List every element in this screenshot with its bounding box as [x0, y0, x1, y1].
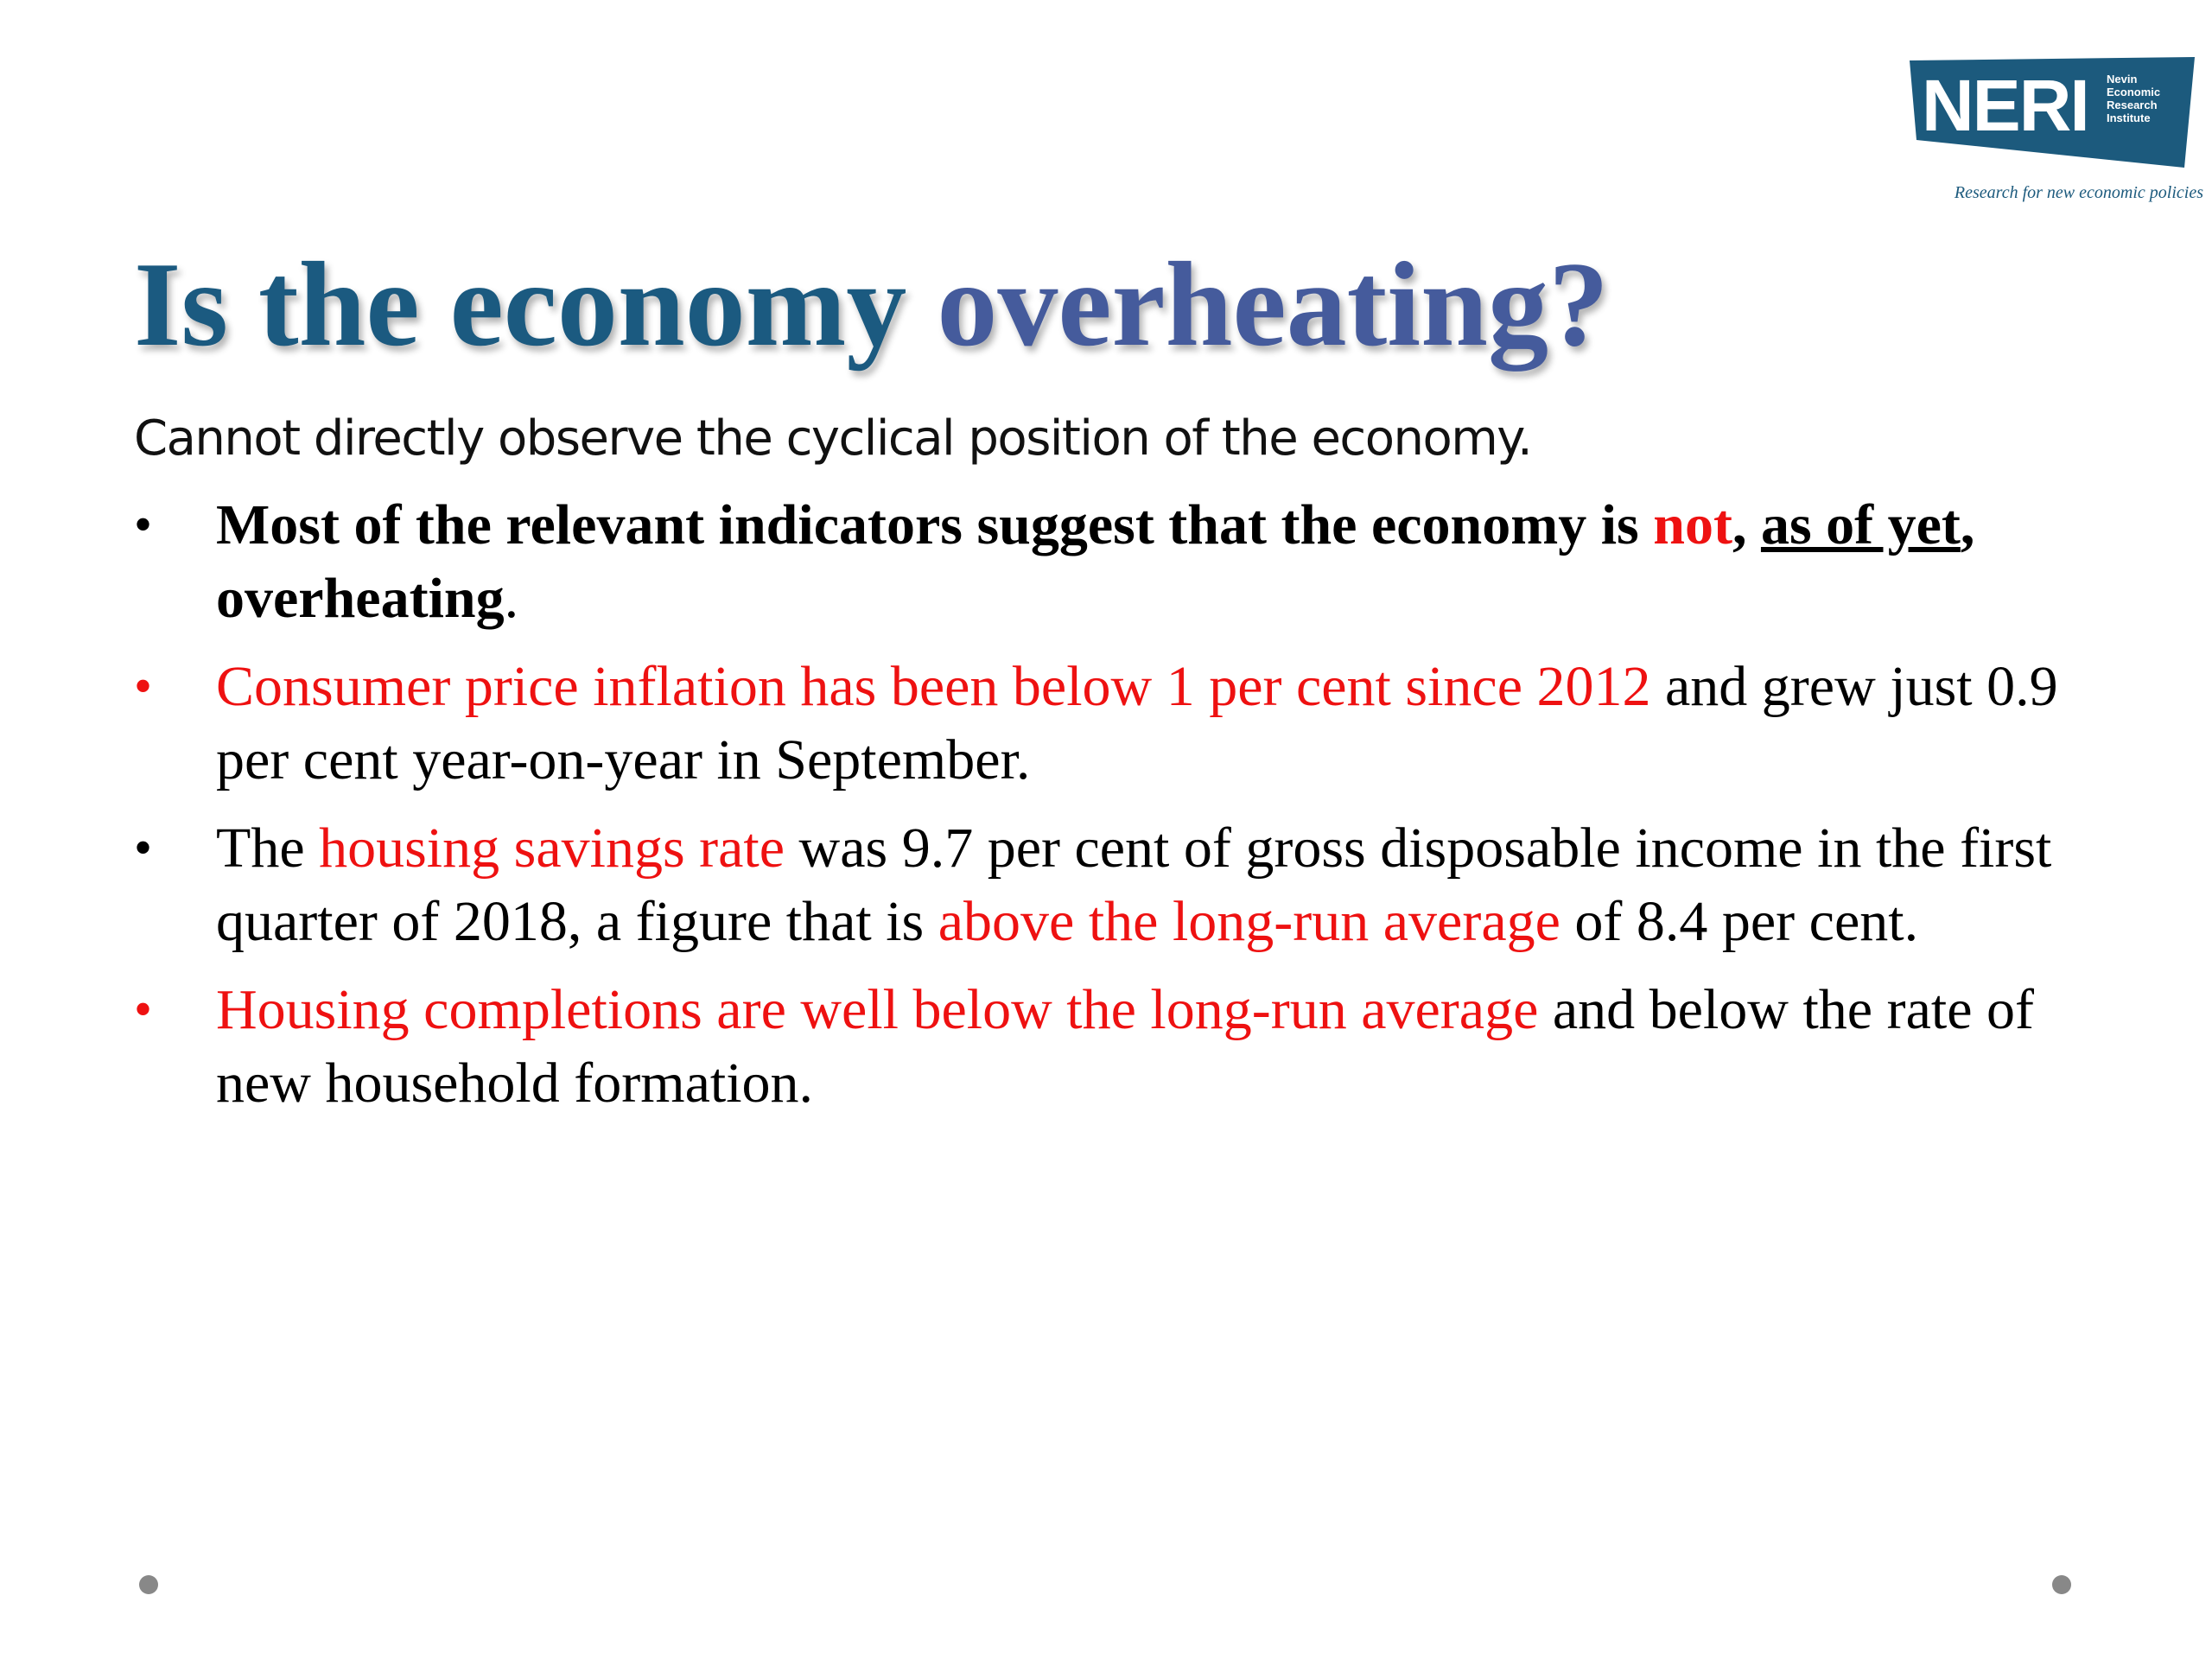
bullet-text-segment: as of yet — [1760, 493, 1961, 556]
title-part-2: overheating? — [937, 238, 1610, 372]
logo-tagline: Research for new economic policies — [1954, 183, 2203, 202]
neri-logo: NERI Nevin Economic Research Institute R… — [1910, 57, 2203, 213]
next-slide-dot[interactable] — [2052, 1575, 2071, 1594]
bullet-text-segment: , — [1732, 493, 1761, 556]
bullet-text-segment: not — [1653, 493, 1732, 556]
bullet-text-segment: , overheating — [216, 493, 1975, 630]
logo-badge-shape — [1910, 57, 2195, 168]
prev-slide-dot[interactable] — [139, 1575, 158, 1594]
bullet-text-segment: of 8.4 per cent. — [1560, 890, 1919, 953]
bullet-text-segment: The — [216, 817, 320, 880]
bullet-text-segment: housing savings rate — [319, 817, 785, 880]
logo-subtitle: Nevin Economic Research Institute — [2107, 73, 2160, 124]
bullet-dot-icon: • — [134, 658, 153, 715]
bullet-text-segment: . — [504, 567, 519, 630]
logo-wordmark: NERI — [1922, 65, 2090, 146]
bullet-text-segment: was 9.7 per cent of gross disposable inc… — [216, 817, 2052, 953]
logo-subtitle-line: Nevin — [2107, 73, 2138, 86]
bullet-dot-icon: • — [134, 496, 153, 553]
bullet-text-segment: Consumer price inflation has been below … — [216, 655, 1651, 718]
slide-title: Is the economy overheating? — [134, 232, 1609, 378]
bullet-dot-icon: • — [134, 981, 153, 1038]
bullet-item: • The housing savings rate was 9.7 per ce… — [134, 811, 2121, 958]
logo-subtitle-line: Institute — [2107, 111, 2151, 124]
bullet-text-segment: Most of the relevant indicators suggest … — [216, 493, 1654, 556]
bullet-dot-icon: • — [134, 819, 153, 876]
bullet-text-segment: above the long-run average — [938, 890, 1560, 953]
bullet-item: • Housing completions are well below the … — [134, 973, 2121, 1120]
bullet-item: • Consumer price inflation has been below… — [134, 650, 2121, 797]
bullet-text-segment: and below the rate of new household form… — [216, 978, 2034, 1115]
logo-subtitle-line: Economic — [2107, 86, 2161, 99]
title-part-1: Is the economy — [134, 238, 938, 372]
bullet-text-segment: and grew just 0.9 per cent year-on-year … — [216, 655, 2058, 791]
bullet-list: • Most of the relevant indicators suggest… — [134, 488, 2121, 1135]
logo-subtitle-line: Research — [2107, 99, 2158, 111]
bullet-item: • Most of the relevant indicators suggest… — [134, 488, 2121, 635]
intro-text: Cannot directly observe the cyclical pos… — [134, 410, 1533, 467]
bullet-text-segment: Housing completions are well below the l… — [216, 978, 1539, 1041]
